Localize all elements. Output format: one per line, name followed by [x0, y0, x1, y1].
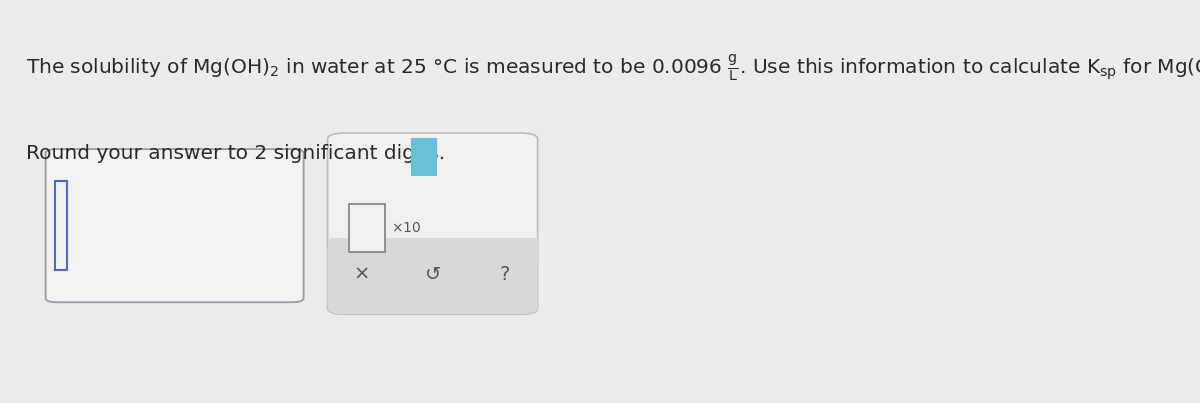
Text: $\times$10: $\times$10 — [391, 221, 421, 235]
FancyBboxPatch shape — [46, 149, 304, 302]
Text: The solubility of Mg$\mathdefault{(OH)_2}$ in water at 25 $\mathdefault{°}$C is : The solubility of Mg$\mathdefault{(OH)_2… — [26, 53, 1200, 84]
Text: ↺: ↺ — [425, 264, 442, 284]
Text: ?: ? — [500, 264, 510, 284]
FancyBboxPatch shape — [328, 242, 538, 314]
Text: Round your answer to 2 significant digits.: Round your answer to 2 significant digit… — [26, 143, 445, 163]
FancyBboxPatch shape — [412, 139, 436, 175]
Text: ×: × — [353, 264, 370, 284]
FancyBboxPatch shape — [328, 133, 538, 314]
FancyBboxPatch shape — [328, 238, 538, 262]
FancyBboxPatch shape — [349, 204, 385, 252]
